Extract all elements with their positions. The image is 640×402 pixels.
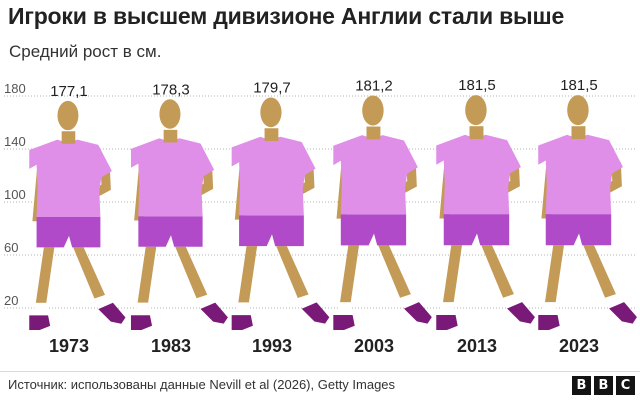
shirt (130, 138, 215, 217)
footer-divider (0, 371, 640, 372)
leg-left (137, 246, 157, 305)
x-tick-label-2003: 2003 (354, 336, 394, 356)
y-tick-label-100: 100 (4, 187, 26, 202)
sock-left (34, 302, 48, 316)
leg-right (175, 246, 209, 303)
player-figure-2013 (436, 95, 535, 330)
sock-left (543, 302, 557, 315)
x-tick-label-1993: 1993 (252, 336, 292, 356)
y-tick-label-20: 20 (4, 293, 18, 308)
x-tick-label-1973: 1973 (49, 336, 89, 356)
sock-left (338, 302, 352, 316)
chart-title: Игроки в высшем дивизионе Англии стали в… (8, 3, 565, 29)
shirt (333, 135, 418, 215)
boot-left (130, 315, 153, 330)
leg-right (481, 245, 516, 303)
value-label-2023: 181,5 (560, 77, 598, 94)
neck (571, 126, 586, 140)
source-note: Источник: использованы данные Nevill et … (8, 377, 396, 392)
leg-left (238, 246, 258, 305)
neck (366, 126, 381, 140)
sock-left (136, 302, 149, 316)
value-label-2003: 181,2 (355, 77, 393, 94)
sock-left (236, 302, 250, 316)
value-label-1983: 178,3 (152, 81, 190, 98)
boot-right (301, 302, 330, 324)
leg-left (442, 245, 462, 305)
shirt (436, 134, 521, 215)
chart-subtitle: Средний рост в см. (9, 42, 162, 61)
leg-right (583, 245, 618, 303)
player-figure-2003 (333, 95, 432, 330)
shorts (36, 217, 101, 248)
leg-left (35, 247, 55, 305)
shorts (340, 214, 407, 246)
player-figure-1993 (231, 97, 330, 330)
shorts (545, 214, 612, 246)
shirt (538, 134, 623, 215)
sock-left (441, 302, 455, 315)
head (362, 95, 384, 126)
neck (61, 131, 76, 144)
player-height-chart: 20 60 100 140 180 177,1 1973 178,3 1983 179,7 1993… (4, 77, 637, 356)
head (260, 97, 282, 128)
x-tick-label-1983: 1983 (151, 336, 191, 356)
boot-left (538, 314, 560, 330)
boot-right (609, 302, 637, 324)
shorts (138, 216, 203, 247)
head (567, 95, 589, 126)
shorts (239, 215, 304, 247)
boot-left (29, 315, 51, 330)
neck (163, 129, 178, 143)
head (465, 95, 487, 126)
x-tick-label-2023: 2023 (559, 336, 599, 356)
head (57, 100, 79, 131)
boot-right (98, 302, 126, 324)
x-tick-label-2013: 2013 (457, 336, 497, 356)
neck (264, 128, 279, 141)
leg-right (276, 246, 311, 303)
logo-letter-b2: B (594, 376, 613, 395)
player-figure-2023 (538, 95, 637, 330)
y-tick-label-60: 60 (4, 240, 18, 255)
logo-letter-c: C (616, 376, 635, 395)
boot-left (231, 315, 253, 330)
shirt (231, 136, 316, 216)
boot-left (436, 314, 458, 330)
logo-letter-b1: B (572, 376, 591, 395)
head (159, 99, 181, 129)
boot-right (403, 302, 432, 324)
value-label-1993: 179,7 (253, 79, 291, 96)
value-label-1973: 177,1 (50, 83, 88, 100)
boot-right (200, 302, 228, 324)
leg-right (73, 247, 107, 303)
leg-right (378, 245, 413, 303)
player-figure-1973 (29, 100, 126, 330)
bbc-logo: B B C (572, 376, 635, 395)
player-figure-1983 (130, 99, 228, 330)
y-tick-label-140: 140 (4, 134, 26, 149)
value-label-2013: 181,5 (458, 77, 496, 94)
y-tick-label-180: 180 (4, 81, 26, 96)
leg-left (544, 245, 564, 305)
neck (469, 126, 484, 140)
leg-left (339, 245, 360, 305)
shorts (443, 214, 510, 246)
boot-left (333, 315, 355, 330)
boot-right (507, 302, 535, 324)
shirt (29, 139, 112, 218)
